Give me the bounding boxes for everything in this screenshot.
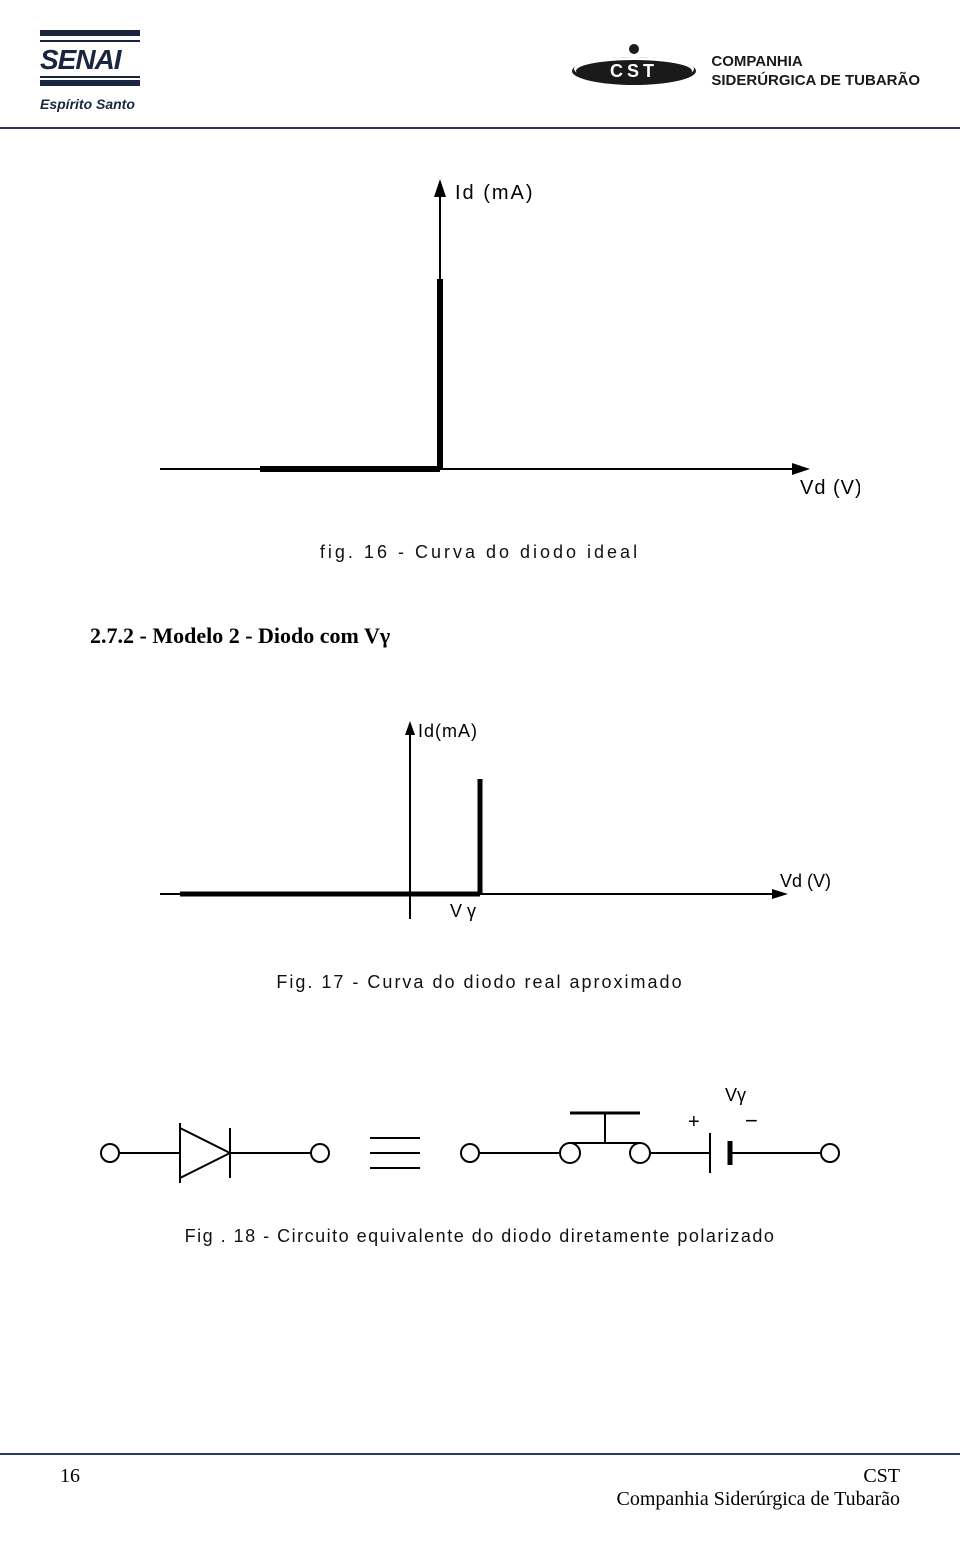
fig18-minus: − [745,1108,758,1133]
cst-logo-icon: CST [569,41,699,101]
footer-company: CST Companhia Siderúrgica de Tubarão [617,1465,900,1511]
senai-rule [40,76,140,78]
footer-cst-full: Companhia Siderúrgica de Tubarão [617,1488,900,1511]
fig17-ylabel: Id(mA) [418,721,478,741]
page-header: SENAI Espírito Santo CST COMPANHIA SIDER… [0,0,960,129]
figure-17: Id(mA) Vd (V) V γ Fig. 17 - Curva do dio… [0,709,960,993]
senai-region: Espírito Santo [40,96,135,112]
fig18-circuit: Vγ + − [70,1073,890,1213]
footer-cst: CST [617,1465,900,1488]
fig17-xlabel: Vd (V) [780,871,831,891]
senai-rule [40,40,140,42]
fig17-caption: Fig. 17 - Curva do diodo real aproximado [0,972,960,993]
cst-line2: SIDERÚRGICA DE TUBARÃO [711,71,920,91]
fig16-ylabel: Id (mA) [455,182,535,204]
section-heading: 2.7.2 - Modelo 2 - Diodo com Vγ [90,623,960,649]
cst-company-text: COMPANHIA SIDERÚRGICA DE TUBARÃO [711,52,920,91]
fig17-graph: Id(mA) Vd (V) V γ [120,709,840,959]
fig18-vgamma: Vγ [725,1085,746,1105]
senai-rule [40,80,140,86]
page-number: 16 [60,1465,80,1488]
cst-logo-block: CST COMPANHIA SIDERÚRGICA DE TUBARÃO [569,41,920,101]
fig16-xlabel: Vd (V) [800,477,860,499]
figure-16: Id (mA) Vd (V) fig. 16 - Curva do diodo … [0,169,960,563]
svg-text:CST: CST [610,61,658,81]
senai-logo-block: SENAI Espírito Santo [40,30,140,112]
page-footer: 16 CST Companhia Siderúrgica de Tubarão [0,1453,960,1511]
fig16-graph: Id (mA) Vd (V) [100,169,860,529]
fig17-vgamma: V γ [450,901,476,921]
figure-18: Vγ + − Fig . 18 - Circuito equivalente d… [0,1073,960,1247]
fig16-caption: fig. 16 - Curva do diodo ideal [0,542,960,563]
fig18-plus: + [688,1111,700,1133]
fig18-caption: Fig . 18 - Circuito equivalente do diodo… [0,1226,960,1247]
cst-line1: COMPANHIA [711,52,920,72]
senai-name: SENAI [40,44,121,76]
senai-rule [40,30,140,36]
